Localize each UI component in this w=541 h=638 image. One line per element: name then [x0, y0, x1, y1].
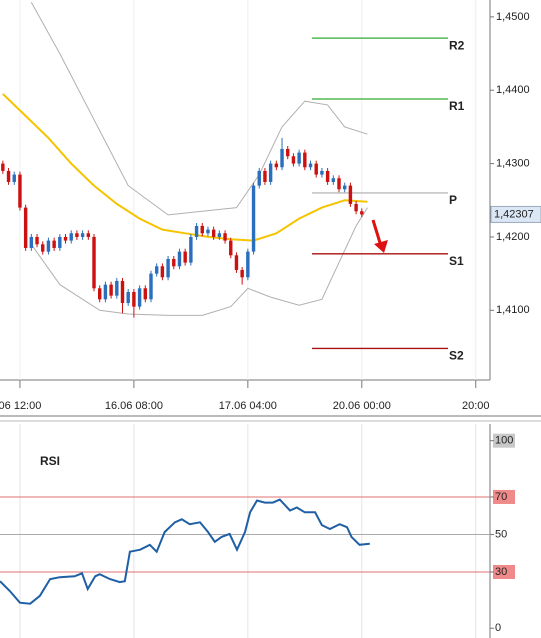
y-tick-badge: [493, 489, 515, 504]
y-tick-badge: [493, 433, 515, 448]
candle-body: [246, 251, 250, 278]
candle-body: [1, 163, 5, 171]
candle-body: [109, 284, 113, 296]
candle-body: [211, 229, 216, 237]
candle-body: [58, 236, 62, 248]
y-tick-badge: [493, 564, 515, 579]
candle-body: [12, 174, 16, 182]
candle-body: [149, 273, 153, 300]
candle-body: [183, 251, 187, 263]
candle-body: [189, 236, 193, 263]
last-price-label: 1,42307: [494, 208, 534, 220]
y-tick-label: 70: [495, 491, 507, 503]
candle-body: [137, 288, 142, 307]
candle-body: [80, 233, 85, 237]
x-tick-label: 17.06 04:00: [219, 400, 277, 412]
last-price-tag: [490, 205, 541, 223]
candle-body: [354, 203, 358, 212]
rsi-line: [0, 498, 370, 605]
candle-body: [331, 178, 336, 182]
candle-body: [115, 280, 119, 296]
candle-body: [132, 291, 136, 307]
candle-body: [360, 211, 364, 215]
candle-body: [154, 266, 159, 274]
pivot-label: P: [449, 193, 457, 207]
candle-body: [325, 170, 330, 182]
x-tick-label: 06 12:00: [0, 400, 41, 412]
candle-body: [63, 236, 68, 241]
candle-body: [98, 288, 102, 300]
candle-body: [251, 185, 256, 252]
rsi-title: RSI: [40, 454, 60, 468]
candle-body: [268, 163, 273, 182]
candle-body: [320, 170, 324, 175]
y-tick-label: 1,4100: [496, 304, 530, 316]
candle-body: [206, 229, 210, 234]
candle-body: [337, 178, 341, 190]
candle-body: [86, 233, 91, 237]
candle-body: [92, 236, 96, 289]
candle-body: [194, 225, 199, 237]
candle-body: [308, 163, 313, 168]
pivot-label: R1: [449, 99, 465, 113]
overlay-line: [30, 1, 368, 216]
candle-body: [23, 207, 28, 248]
y-tick-label: 1,4500: [496, 11, 530, 23]
candle-body: [348, 185, 353, 204]
y-tick-label: 50: [495, 528, 507, 540]
x-tick-label: 16.06 08:00: [105, 400, 163, 412]
pivot-label: S2: [449, 349, 464, 363]
candle-body: [52, 240, 56, 248]
pivot-label: R2: [449, 38, 465, 52]
y-tick-label: 1,4300: [496, 157, 530, 169]
candle-body: [18, 174, 22, 208]
candle-body: [223, 233, 227, 241]
overlay-line: [30, 207, 368, 316]
candle-body: [257, 170, 261, 186]
y-tick-label: 1,4400: [496, 84, 530, 96]
x-tick-label: 20.06 00:00: [333, 400, 391, 412]
candle-body: [126, 291, 130, 303]
candle-body: [6, 170, 11, 182]
y-tick-label: 30: [495, 566, 507, 578]
x-tick-label: 20:00: [462, 400, 490, 412]
candle-body: [35, 236, 39, 245]
candle-body: [29, 236, 34, 248]
y-tick-label: 1,4200: [496, 231, 530, 243]
candle-body: [120, 280, 125, 303]
candle-body: [103, 284, 108, 300]
candle-body: [297, 152, 301, 164]
candle-body: [303, 152, 307, 168]
candle-body: [234, 255, 239, 270]
candle-body: [286, 148, 290, 157]
candle-body: [200, 225, 204, 234]
pivot-label: S1: [449, 254, 464, 268]
candle-body: [240, 269, 244, 278]
candle-body: [41, 244, 45, 252]
candle-body: [75, 233, 79, 237]
candle-body: [160, 266, 165, 278]
candle-body: [217, 233, 222, 237]
candle-body: [291, 156, 296, 164]
candle-body: [314, 163, 318, 175]
candle-body: [263, 170, 267, 182]
overlay-line: [2, 93, 368, 242]
candle-body: [69, 233, 73, 241]
annotation-arrow: [371, 219, 388, 253]
y-tick-label: 0: [495, 622, 501, 634]
candle-body: [46, 240, 51, 252]
y-tick-label: 100: [495, 435, 513, 447]
candle-body: [172, 258, 176, 267]
candle-body: [143, 288, 147, 300]
candle-body: [280, 148, 284, 168]
candle-body: [177, 251, 182, 267]
candle-body: [229, 240, 233, 256]
candle-body: [274, 163, 279, 168]
candle-body: [166, 258, 170, 278]
candle-body: [343, 185, 347, 190]
